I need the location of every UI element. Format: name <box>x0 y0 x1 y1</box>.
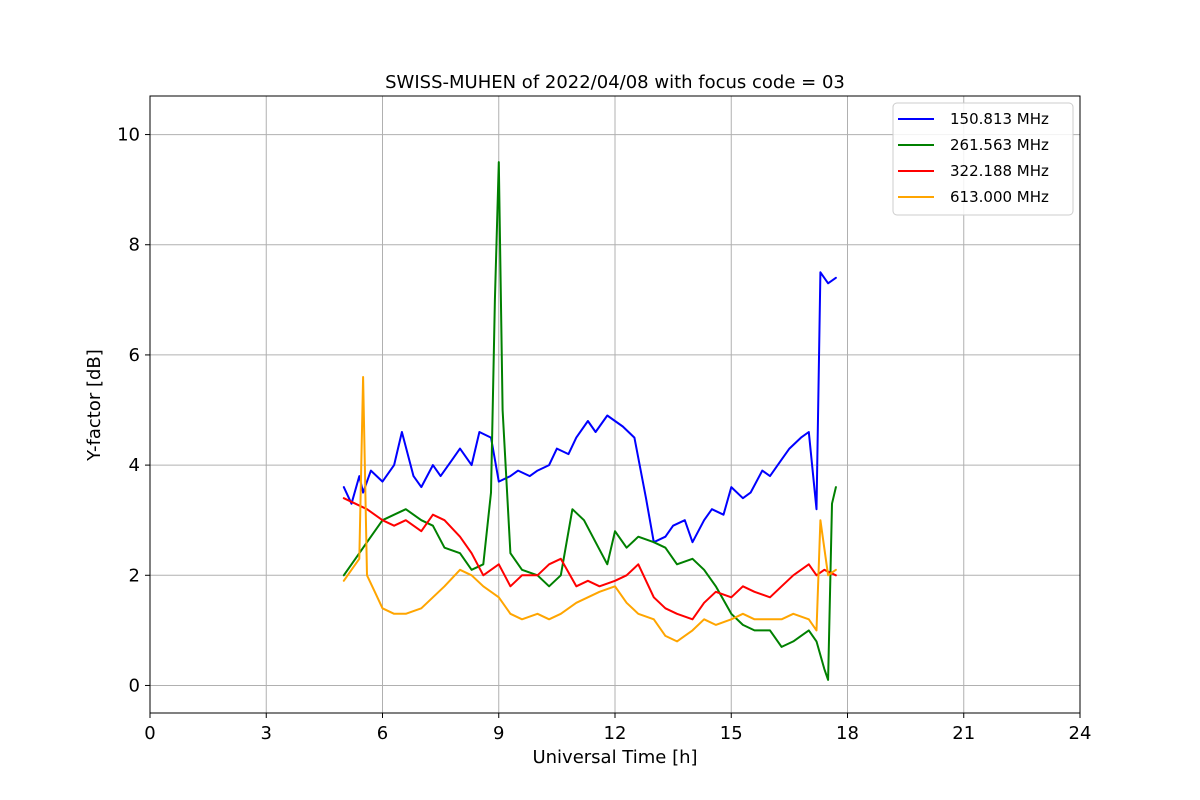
y-tick-label: 8 <box>129 235 140 256</box>
legend-label-1: 261.563 MHz <box>950 136 1049 154</box>
series-line-3 <box>342 376 837 643</box>
series-lines <box>342 161 837 681</box>
series-line-2 <box>342 497 837 621</box>
x-tick-label: 9 <box>493 723 504 744</box>
legend-box <box>892 102 1074 216</box>
x-tick-label: 24 <box>1069 723 1092 744</box>
y-tick-label: 4 <box>129 455 140 476</box>
chart-title: SWISS-MUHEN of 2022/04/08 with focus cod… <box>385 72 845 93</box>
y-axis-label: Y-factor [dB] <box>84 349 105 462</box>
x-tick-label: 6 <box>377 723 388 744</box>
x-axis-ticks: 0 3 6 9 12 15 18 21 24 <box>144 713 1091 744</box>
y-axis-ticks: 0 2 4 6 8 10 <box>117 125 150 696</box>
x-tick-label: 0 <box>144 723 155 744</box>
x-axis-label: Universal Time [h] <box>532 747 697 768</box>
y-tick-label: 2 <box>129 565 140 586</box>
legend-label-0: 150.813 MHz <box>950 110 1049 128</box>
y-tick-label: 10 <box>117 125 140 146</box>
x-tick-label: 15 <box>720 723 743 744</box>
x-tick-label: 18 <box>836 723 859 744</box>
series-line-1 <box>342 161 837 681</box>
legend-label-3: 613.000 MHz <box>950 188 1049 206</box>
x-tick-label: 21 <box>952 723 975 744</box>
legend: 150.813 MHz 261.563 MHz 322.188 MHz 613.000… <box>892 102 1074 216</box>
series-line-0 <box>342 271 837 544</box>
x-tick-label: 3 <box>261 723 272 744</box>
y-tick-label: 0 <box>129 675 140 696</box>
y-tick-label: 6 <box>129 345 140 366</box>
grid <box>149 96 1081 713</box>
x-tick-label: 12 <box>604 723 627 744</box>
legend-label-2: 322.188 MHz <box>950 162 1049 180</box>
